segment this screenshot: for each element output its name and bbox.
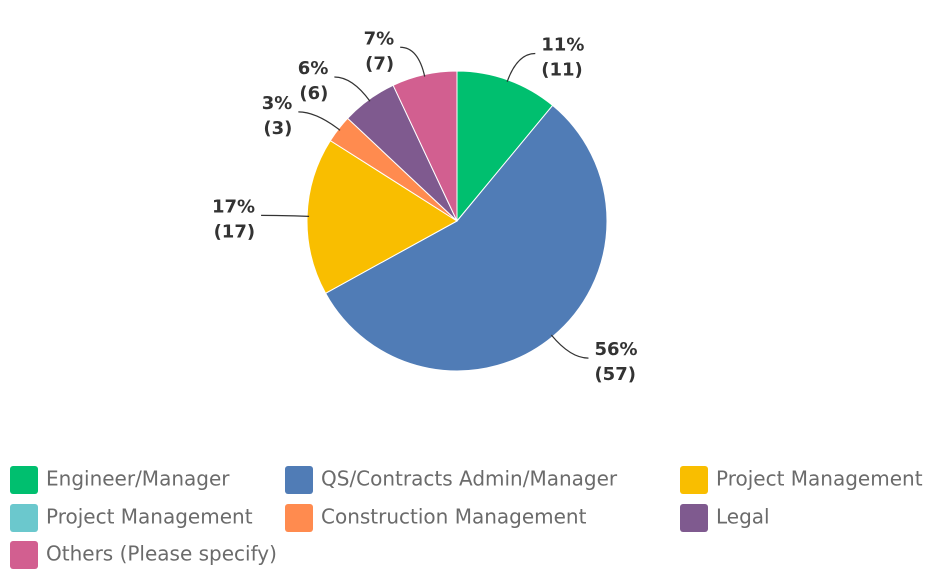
legend-label: Project Management — [716, 467, 923, 491]
leader-line — [334, 76, 371, 102]
leader-line — [550, 334, 589, 359]
count-label: (17) — [214, 221, 256, 242]
leader-line — [506, 52, 536, 82]
legend-label: Others (Please specify) — [46, 542, 277, 566]
legend-label: Construction Management — [321, 505, 587, 529]
leader-line — [400, 46, 426, 77]
legend-swatch — [285, 466, 313, 494]
count-label: (7) — [365, 53, 394, 74]
legend-swatch — [10, 466, 38, 494]
count-label: (6) — [299, 83, 328, 104]
legend-swatch — [10, 541, 38, 569]
count-label: (3) — [263, 118, 292, 139]
data-label: 17% — [212, 196, 255, 217]
legend-label: QS/Contracts Admin/Manager — [321, 467, 618, 491]
count-label: (57) — [594, 364, 636, 385]
count-label: (11) — [541, 60, 583, 81]
data-label: 56% — [594, 339, 637, 360]
legend-label: Engineer/Manager — [46, 467, 230, 491]
data-label: 6% — [298, 58, 329, 79]
data-label: 11% — [541, 35, 584, 56]
leader-line — [298, 111, 341, 131]
leader-line — [261, 214, 310, 217]
data-label: 3% — [262, 93, 293, 114]
legend-swatch — [680, 504, 708, 532]
legend-label: Project Management — [46, 505, 253, 529]
legend-swatch — [680, 466, 708, 494]
data-label: 7% — [364, 28, 395, 49]
legend-swatch — [285, 504, 313, 532]
legend-swatch — [10, 504, 38, 532]
legend-label: Legal — [716, 505, 770, 529]
